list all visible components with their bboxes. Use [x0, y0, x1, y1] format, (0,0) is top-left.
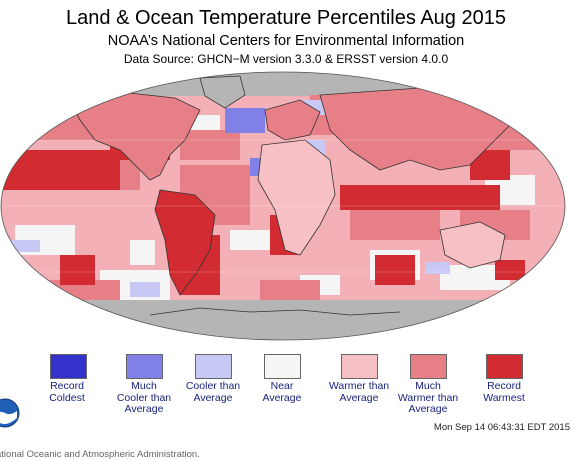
legend-label-cooler: Cooler than Average	[185, 380, 241, 404]
legend-swatch-much-cooler	[126, 354, 163, 379]
continent-outlines	[69, 75, 521, 316]
map-subtitle: NOAA’s National Centers for Environmenta…	[107, 33, 465, 49]
legend-swatch-much-warmer	[410, 354, 447, 379]
legend-label-much-warmer: Much Warmer than Average	[397, 380, 459, 415]
arctic-no-data	[1, 72, 565, 96]
legend-swatch-record-coldest	[50, 354, 87, 379]
legend-swatch-near-average	[264, 354, 301, 379]
legend-swatch-record-warmest	[486, 354, 523, 379]
antarctic-no-data	[1, 300, 565, 340]
legend-swatch-cooler	[195, 354, 232, 379]
data-source: Data Source: GHCN−M version 3.3.0 & ERSS…	[123, 52, 449, 66]
map-title: Land & Ocean Temperature Percentiles Aug…	[66, 7, 506, 29]
legend-label-warmer: Warmer than Average	[328, 380, 390, 404]
timestamp: Mon Sep 14 06:43:31 EDT 2015	[433, 422, 570, 433]
world-map	[0, 71, 566, 341]
legend-label-much-cooler: Much Cooler than Average	[116, 380, 172, 415]
globe-outline	[0, 71, 566, 341]
legend-swatch-warmer	[341, 354, 378, 379]
graticule	[1, 139, 565, 273]
noaa-logo-icon	[0, 398, 20, 428]
legend-label-record-coldest: Record Coldest	[49, 380, 85, 404]
legend-label-record-warmest: Record Warmest	[483, 380, 525, 404]
agency-footer: ational Oceanic and Atmospheric Administ…	[0, 449, 200, 460]
legend-label-near-average: Near Average	[262, 380, 302, 404]
